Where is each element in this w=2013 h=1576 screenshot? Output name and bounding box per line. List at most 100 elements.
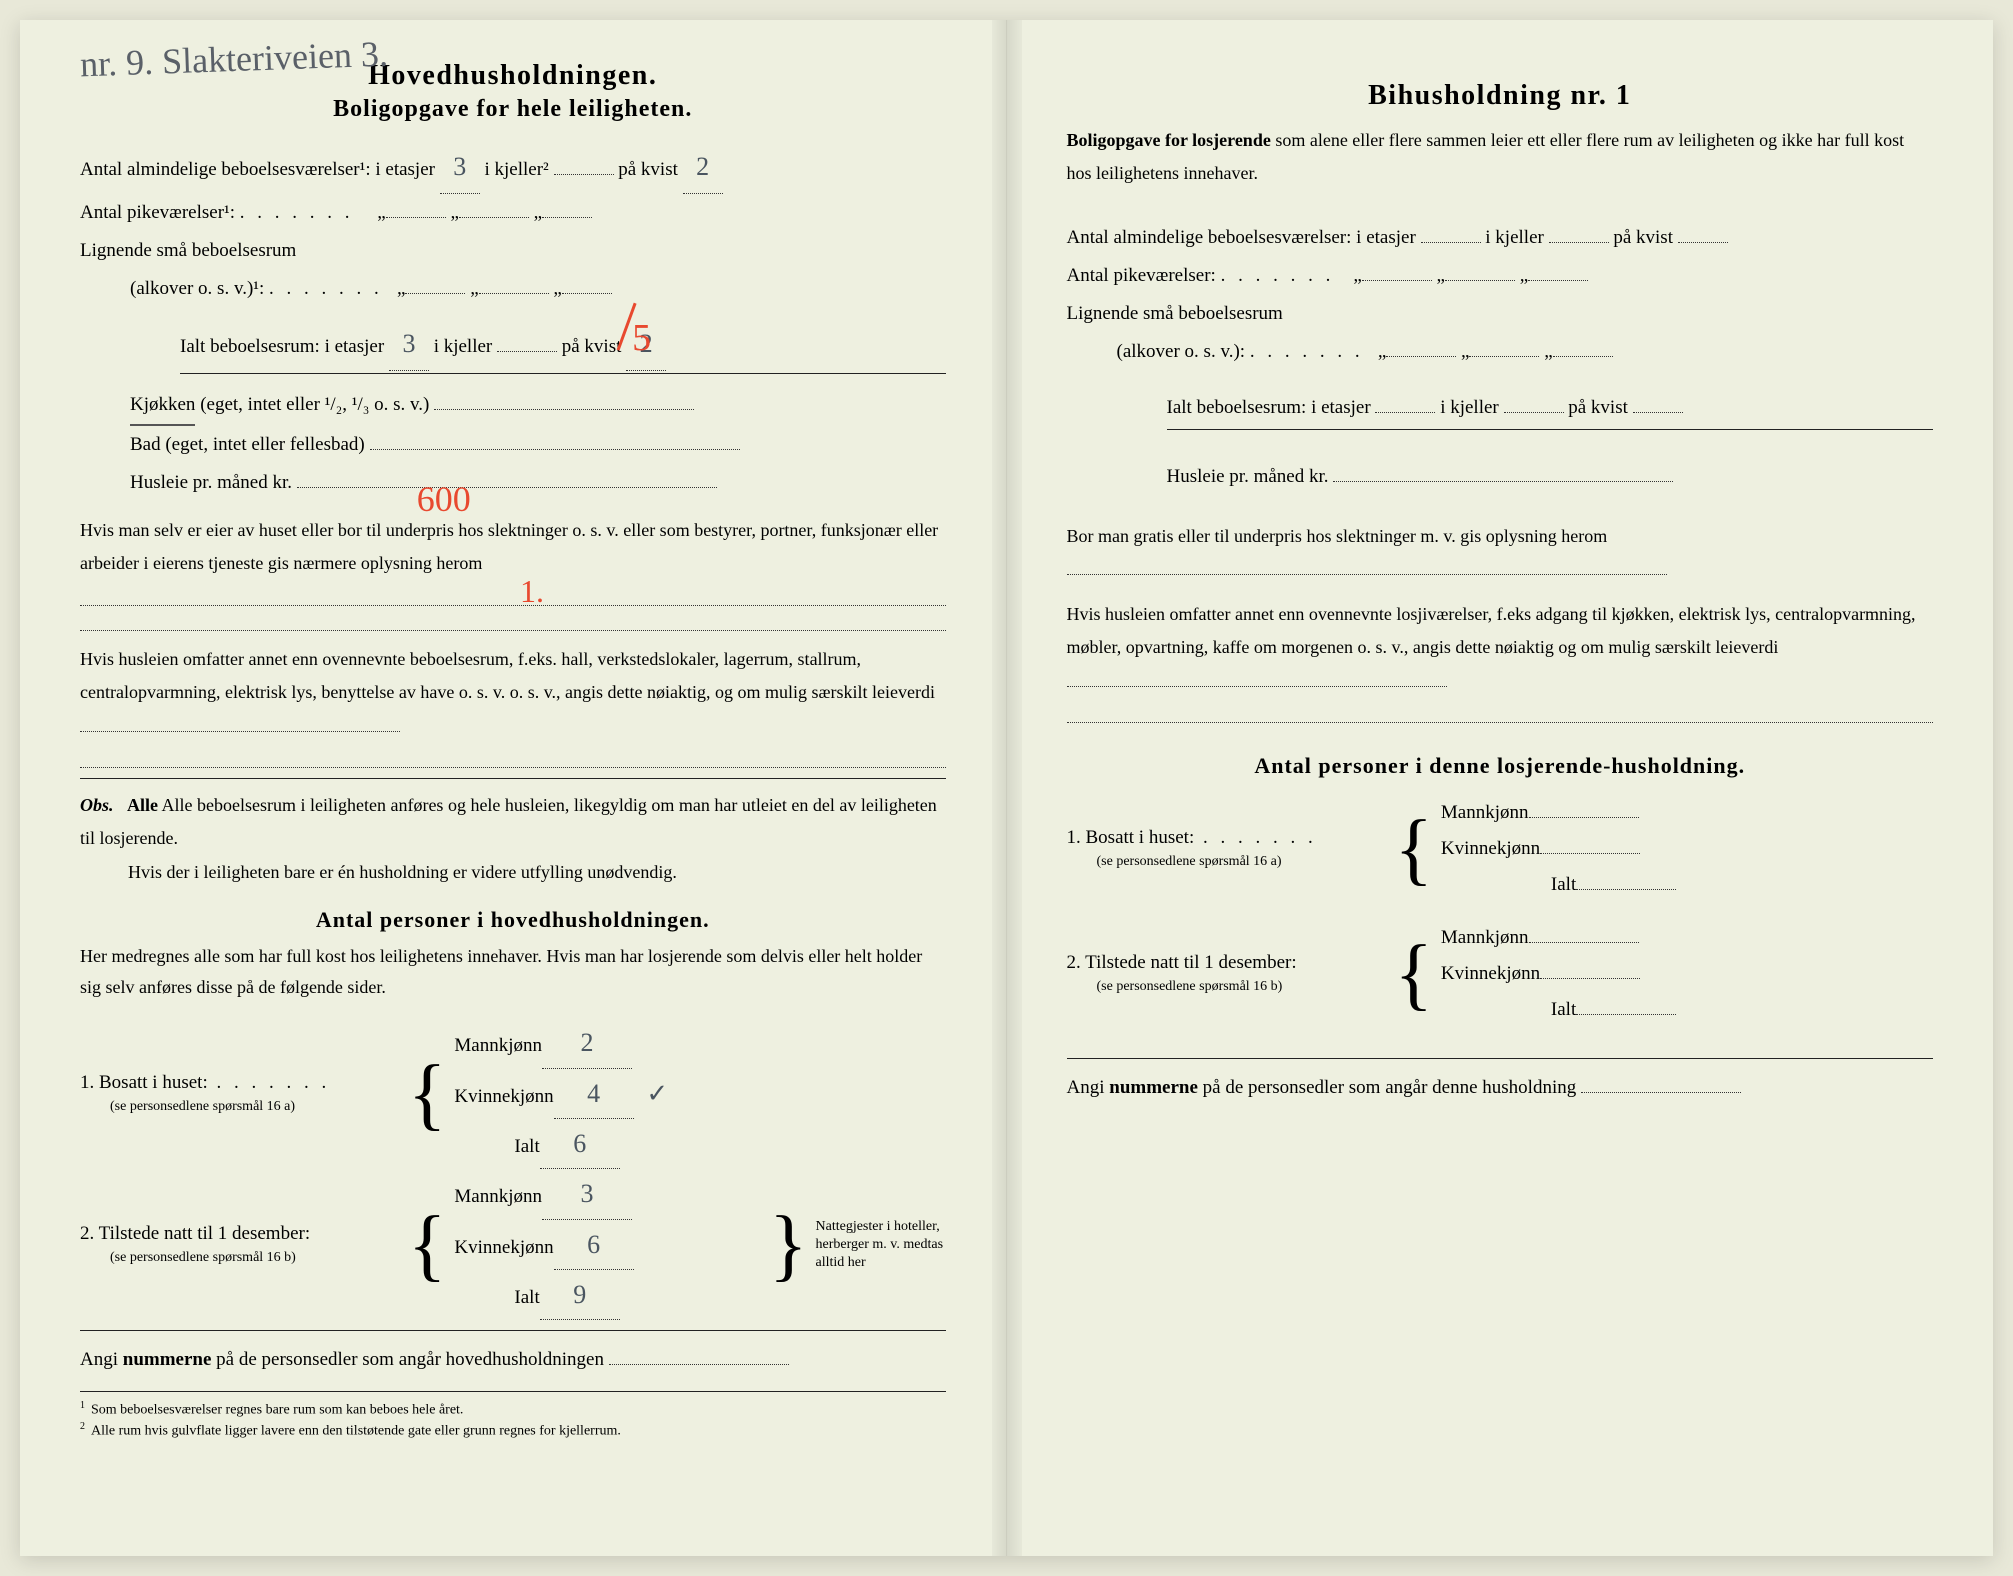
- bosatt-kvinne: 4: [587, 1079, 600, 1108]
- alk-blank3: [562, 293, 612, 294]
- r-alk-b2: [1469, 356, 1539, 357]
- r-kvist-blank: [1678, 242, 1728, 243]
- alkover-line: (alkover o. s. v.)¹: „ „ „: [130, 270, 946, 308]
- r-brace-1: {: [1395, 809, 1433, 889]
- r-gratis-block: Bor man gratis eller til underpris hos s…: [1067, 520, 1934, 587]
- r-kjeller-blank: [1549, 242, 1609, 243]
- ialt-label-1: Ialt: [514, 1136, 539, 1157]
- pike-line: Antal pikeværelser¹: „ „ „: [80, 194, 946, 232]
- r-pike-b3: [1528, 280, 1588, 281]
- footnote-1: 1Som beboelsesværelser regnes bare rum s…: [80, 1400, 946, 1419]
- kvist-label: på kvist: [618, 159, 678, 180]
- r-antal-heading: Antal personer i denne losjerende-hushol…: [1067, 753, 1934, 779]
- r-pike-line: Antal pikeværelser: „ „ „: [1067, 257, 1934, 295]
- pike-blank1: [386, 217, 446, 218]
- bosatt-check: ✓: [646, 1079, 668, 1108]
- antal-intro: Her medregnes alle som har full kost hos…: [80, 941, 946, 1002]
- r-alkover-label: (alkover o. s. v.):: [1117, 341, 1246, 362]
- obs-text1: Alle beboelsesrum i leiligheten anføres …: [80, 795, 937, 848]
- r-omfatter-dots: [1067, 704, 1934, 723]
- left-page: nr. 9. Slakteriveien 3. Hovedhusholdning…: [20, 20, 1007, 1556]
- tilstede-group: 2. Tilstede natt til 1 desember: (se per…: [80, 1169, 946, 1320]
- pike-blank2: [459, 217, 529, 218]
- ialt-kvist-label: på kvist: [562, 336, 622, 357]
- fn2-text: Alle rum hvis gulvflate ligger lavere en…: [91, 1424, 621, 1439]
- antal-heading: Antal personer i hovedhusholdningen.: [80, 907, 946, 933]
- pike-blank3: [542, 217, 592, 218]
- husleie-label: Husleie pr. måned kr.: [130, 472, 292, 493]
- footnote-2: 2Alle rum hvis gulvflate ligger lavere e…: [80, 1421, 946, 1440]
- rooms-prefix: Antal almindelige beboelsesværelser¹: i …: [80, 159, 435, 180]
- kvinne-label-1: Kvinnekjønn: [454, 1086, 553, 1107]
- lignende-line: Lignende små beboelsesrum: [80, 232, 946, 270]
- r-ialt-1: Ialt: [1551, 874, 1576, 895]
- husleie-line: Husleie pr. måned kr. 600: [130, 464, 946, 502]
- pike-dots: [240, 202, 354, 223]
- r-bm-blank: [1529, 817, 1639, 818]
- alk-blank2: [479, 293, 549, 294]
- kjeller-blank: [554, 174, 614, 175]
- r-alk-b1: [1386, 356, 1456, 357]
- eier-note-text: Hvis man selv er eier av huset eller bor…: [80, 520, 938, 573]
- q16b: (se personsedlene spørsmål 16 b): [110, 1250, 296, 1265]
- eier-dots1: [80, 587, 946, 606]
- right-page: Bihusholdning nr. 1 Boligopgave for losj…: [1007, 20, 1994, 1556]
- r-bosatt-label: Bosatt i huset:: [1086, 827, 1195, 848]
- r-omfatter-text: Hvis husleien omfatter annet enn ovennev…: [1067, 604, 1916, 657]
- tilstede-label: Tilstede natt til 1 desember:: [99, 1223, 310, 1244]
- bosatt-ialt: 6: [573, 1129, 586, 1158]
- r-bk-blank: [1540, 853, 1640, 854]
- bosatt-label: Bosatt i huset:: [99, 1072, 208, 1093]
- right-intro: Boligopgave for losjerende som alene ell…: [1067, 124, 1934, 191]
- r-husleie-line: Husleie pr. måned kr.: [1167, 458, 1934, 496]
- kjokken-label: Kjøkken: [130, 386, 195, 426]
- r-q16a: (se personsedlene spørsmål 16 a): [1097, 854, 1282, 869]
- tilstede-kvinne: 6: [587, 1230, 600, 1259]
- ialt-label: Ialt beboelsesrum: i etasjer: [180, 336, 384, 357]
- kjeller-label: i kjeller²: [484, 159, 548, 180]
- r-ialt-et: [1375, 412, 1435, 413]
- r-rooms-line: Antal almindelige beboelsesværelser: i e…: [1067, 219, 1934, 257]
- r-alk-dots: [1250, 341, 1364, 362]
- ialt-line: Ialt beboelsesrum: i etasjer 3 i kjeller…: [180, 318, 946, 374]
- kjokken-paren: (eget, intet eller ¹/₂, ¹/₃ o. s. v.): [200, 394, 429, 415]
- r-pike-b1: [1362, 280, 1432, 281]
- tilstede-mann: 3: [581, 1179, 594, 1208]
- r-husleie-blank: [1333, 481, 1673, 482]
- brace-open-1: {: [408, 1054, 446, 1134]
- r-kvinne-2: Kvinnekjønn: [1441, 963, 1540, 984]
- tilstede-ialt: 9: [573, 1280, 586, 1309]
- footnotes: 1Som beboelsesværelser regnes bare rum s…: [80, 1391, 946, 1439]
- separator-1: [80, 778, 946, 779]
- rooms-line: Antal almindelige beboelsesværelser¹: i …: [80, 141, 946, 194]
- natte-note: Nattegjester i hoteller, herberger m. v.…: [816, 1218, 946, 1273]
- kjokken-blank: [434, 409, 694, 410]
- r-gratis-blank: [1067, 574, 1667, 575]
- bad-line: Bad (eget, intet eller fellesbad): [130, 426, 946, 464]
- brace-open-2: {: [408, 1205, 446, 1285]
- husleie-omfatter-text: Hvis husleien omfatter annet enn ovennev…: [80, 649, 935, 702]
- eier-note-block: Hvis man selv er eier av huset eller bor…: [80, 514, 946, 581]
- r-tm-blank: [1529, 942, 1639, 943]
- r-omfatter-block: Hvis husleien omfatter annet enn ovennev…: [1067, 598, 1934, 698]
- r-etasjer-blank: [1421, 242, 1481, 243]
- obs-block: Obs. Alle Alle beboelsesrum i leilighete…: [80, 789, 946, 889]
- eier-dots2: [80, 612, 946, 631]
- r-brace-2: {: [1395, 934, 1433, 1014]
- r-bi-blank: [1576, 889, 1676, 890]
- r-kvinne-1: Kvinnekjønn: [1441, 838, 1540, 859]
- ialt-kjeller-blank: [497, 351, 557, 352]
- r-angi-blank: [1581, 1092, 1741, 1093]
- red-one-mark: 1.: [520, 562, 544, 621]
- r-separator: [1067, 1058, 1934, 1059]
- r-ialt-kv: [1633, 412, 1683, 413]
- r-bosatt-group: 1. Bosatt i huset: (se personsedlene spø…: [1067, 795, 1934, 903]
- brace-close-2: }: [769, 1205, 807, 1285]
- main-subtitle: Boligopgave for hele leiligheten.: [80, 96, 946, 123]
- r-pike-b2: [1445, 280, 1515, 281]
- angi-blank: [609, 1364, 789, 1365]
- angi-line: Angi nummerne på de personsedler som ang…: [80, 1341, 946, 1379]
- alkover-label: (alkover o. s. v.)¹:: [130, 278, 264, 299]
- r-ialt-kj: [1504, 412, 1564, 413]
- r-ti-blank: [1576, 1014, 1676, 1015]
